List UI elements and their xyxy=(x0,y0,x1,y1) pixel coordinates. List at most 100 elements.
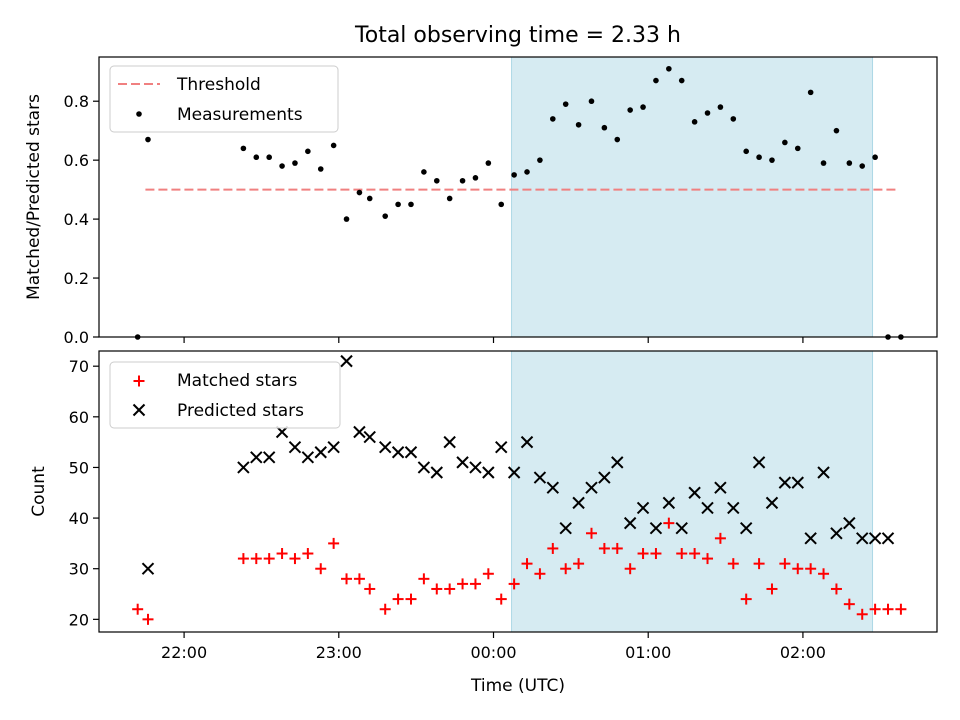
matched-star-point xyxy=(843,598,855,610)
matched-star-point xyxy=(302,548,314,560)
predicted-star-point xyxy=(636,501,650,515)
predicted-star-point xyxy=(391,446,405,459)
predicted-star-point xyxy=(430,466,443,479)
measurement-point xyxy=(382,213,389,219)
matched-star-point xyxy=(482,568,494,580)
measurement-point xyxy=(833,127,840,134)
y-tick-label: 0.8 xyxy=(64,92,89,111)
predicted-star-point xyxy=(688,486,701,499)
measurement-point xyxy=(550,116,556,122)
x-tick-label: 23:00 xyxy=(316,643,362,662)
predicted-star-point xyxy=(572,496,585,510)
measurement-point xyxy=(588,98,595,105)
legend-matched-swatch xyxy=(133,375,145,387)
measurement-point xyxy=(730,116,737,122)
measurement-point xyxy=(446,195,453,202)
matched-star-point xyxy=(547,542,559,554)
matched-star-point xyxy=(805,563,817,575)
y-tick-label: 0.4 xyxy=(64,210,89,229)
measurement-point xyxy=(691,119,698,125)
predicted-star-point xyxy=(868,532,882,545)
predicted-star-point xyxy=(701,501,714,515)
matched-star-point xyxy=(418,573,430,585)
top-shaded-span xyxy=(511,56,874,338)
matched-star-point xyxy=(676,548,688,560)
matched-star-point xyxy=(405,593,417,605)
measurement-point xyxy=(240,145,247,152)
predicted-star-point xyxy=(559,522,572,535)
bottom-y-ticks: 20 30 40 50 60 70 xyxy=(69,357,99,629)
bottom-x-ticks: 22:00 23:00 00:00 01:00 02:00 xyxy=(161,632,826,662)
predicted-star-point xyxy=(585,481,598,494)
matched-star-point xyxy=(830,583,842,595)
measurement-point xyxy=(782,139,788,146)
matched-star-point xyxy=(431,583,443,595)
measurement-point xyxy=(575,121,582,128)
matched-star-point xyxy=(882,603,894,615)
legend-predicted-swatch xyxy=(132,403,146,417)
top-x-ticks xyxy=(183,337,804,343)
matched-star-point xyxy=(353,573,365,585)
measurement-point xyxy=(485,160,492,166)
top-axes-frame xyxy=(98,56,938,338)
legend-measurement-label: Measurements xyxy=(177,105,303,125)
predicted-star-point xyxy=(727,501,740,515)
matched-star-point xyxy=(624,563,636,575)
matched-star-point xyxy=(663,517,675,529)
predicted-star-point xyxy=(469,461,482,474)
predicted-star-point xyxy=(804,532,817,545)
predicted-star-point xyxy=(611,456,624,469)
matched-star-point xyxy=(702,553,714,565)
matched-star-point xyxy=(585,527,597,539)
predicted-star-point xyxy=(363,430,376,444)
measurement-point xyxy=(421,169,427,175)
matched-star-point xyxy=(457,578,469,590)
top-legend: Threshold Measurements xyxy=(109,65,339,133)
matched-star-point xyxy=(237,553,249,565)
bottom-panel: 20 30 40 50 60 70 22:00 23:00 00:00 01:00 02:00 C… xyxy=(29,350,938,662)
y-tick-label: 0.0 xyxy=(64,328,89,347)
predicted-star-point xyxy=(533,471,547,484)
matched-star-point xyxy=(689,548,701,560)
measurement-point xyxy=(253,154,260,161)
measurement-point xyxy=(769,157,775,163)
bottom-legend: Matched stars Predicted stars xyxy=(109,361,341,429)
predicted-star-point xyxy=(353,425,366,439)
matched-star-point xyxy=(132,603,144,615)
matched-star-point xyxy=(289,553,301,565)
predicted-star-point xyxy=(404,446,418,459)
y-tick-label: 0.6 xyxy=(64,151,89,170)
predicted-star-point xyxy=(598,471,611,484)
predicted-star-point xyxy=(456,456,469,469)
predicted-star-point xyxy=(739,522,753,535)
predicted-star-point xyxy=(141,562,155,575)
measurement-point xyxy=(145,136,151,143)
measurement-point xyxy=(498,201,505,208)
predicted-star-point xyxy=(417,461,431,474)
measurement-point xyxy=(601,124,608,131)
measurement-point xyxy=(356,189,363,196)
measurement-point xyxy=(872,154,878,161)
matched-star-point xyxy=(856,608,868,620)
predicted-star-point xyxy=(327,440,340,454)
matched-star-point xyxy=(637,548,649,560)
measurement-point xyxy=(537,157,543,163)
top-y-axis-label: Matched/Predicted stars xyxy=(24,94,44,300)
predicted-star-point xyxy=(288,440,302,454)
predicted-star-point xyxy=(830,527,843,540)
bottom-axes-frame xyxy=(98,350,938,633)
matched-star-point xyxy=(508,578,520,590)
matched-star-point xyxy=(869,603,881,615)
predicted-star-point xyxy=(791,476,804,489)
count-points xyxy=(132,354,907,625)
matched-star-point xyxy=(521,558,533,570)
matched-star-point xyxy=(263,553,275,565)
predicted-star-point xyxy=(817,466,830,479)
measurement-point xyxy=(666,65,672,72)
predicted-star-point xyxy=(482,466,495,479)
legend-measurement-swatch xyxy=(136,111,142,117)
top-y-ticks: 0.0 0.2 0.4 0.6 0.8 xyxy=(64,92,99,347)
predicted-star-point xyxy=(778,476,792,489)
y-tick-label: 60 xyxy=(69,408,89,427)
matched-star-point xyxy=(895,603,907,615)
